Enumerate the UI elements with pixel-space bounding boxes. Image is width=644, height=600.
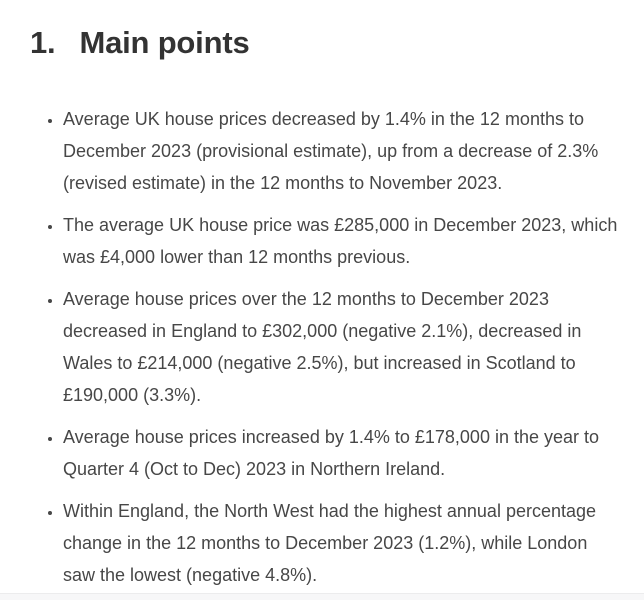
- section-number: 1.: [30, 25, 56, 60]
- bullet-point: Average UK house prices decreased by 1.4…: [63, 103, 624, 199]
- bullet-point: Within England, the North West had the h…: [63, 495, 624, 591]
- section-title: Main points: [79, 25, 250, 60]
- bullet-point: Average house prices over the 12 months …: [63, 283, 624, 411]
- bullet-point: The average UK house price was £285,000 …: [63, 209, 624, 273]
- section-heading: 1. Main points: [30, 24, 624, 62]
- next-section-divider: [0, 593, 644, 600]
- main-points-list: Average UK house prices decreased by 1.4…: [30, 103, 624, 591]
- bullet-point: Average house prices increased by 1.4% t…: [63, 421, 624, 485]
